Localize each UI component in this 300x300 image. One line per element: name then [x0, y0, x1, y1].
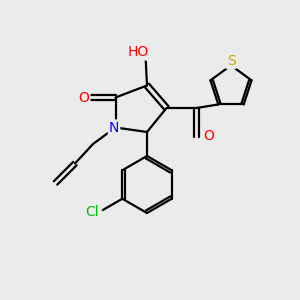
- Text: S: S: [226, 54, 236, 68]
- Text: O: O: [79, 91, 89, 104]
- Text: O: O: [204, 130, 214, 143]
- Text: HO: HO: [128, 46, 148, 59]
- Text: N: N: [109, 121, 119, 134]
- Text: Cl: Cl: [85, 205, 99, 218]
